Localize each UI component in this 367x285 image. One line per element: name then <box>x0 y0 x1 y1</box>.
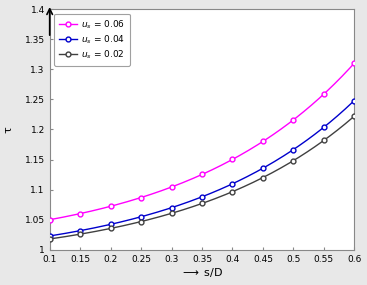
Y-axis label: τ: τ <box>3 126 13 133</box>
X-axis label: $\longrightarrow$ s/D: $\longrightarrow$ s/D <box>180 266 224 280</box>
Legend: $u_s$ = 0.06, $u_s$ = 0.04, $u_s$ = 0.02: $u_s$ = 0.06, $u_s$ = 0.04, $u_s$ = 0.02 <box>54 14 130 66</box>
